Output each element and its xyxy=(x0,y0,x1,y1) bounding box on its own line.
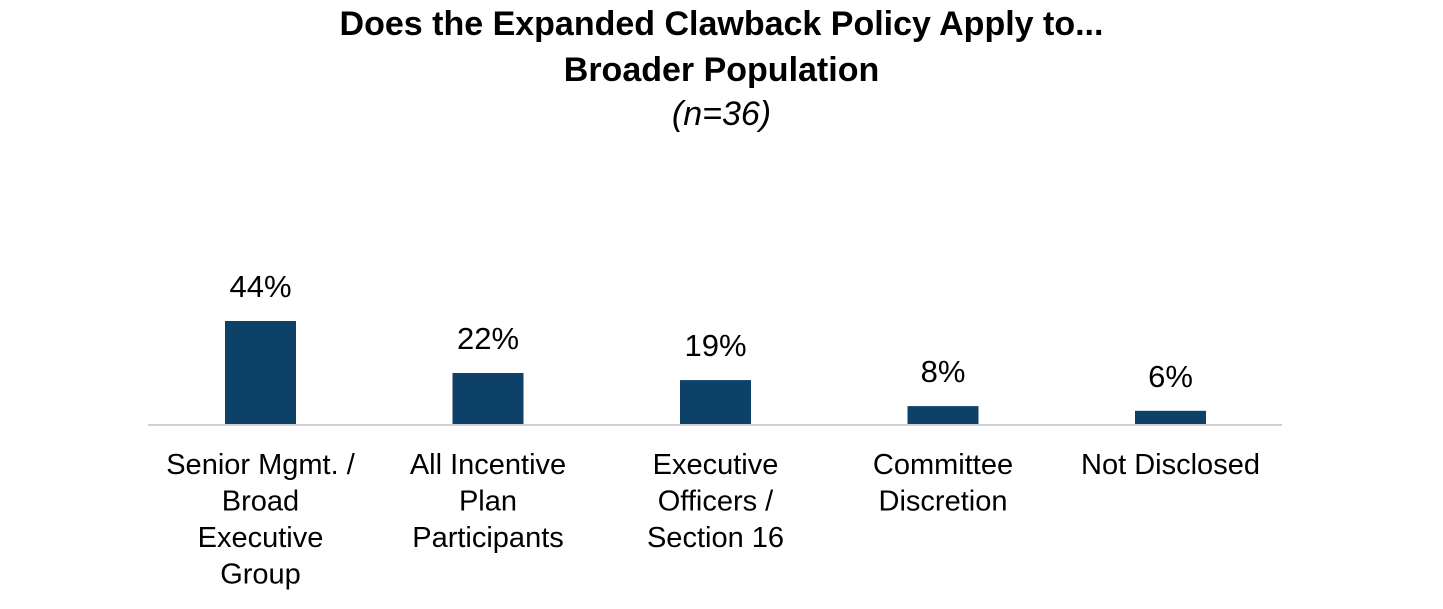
bar-0 xyxy=(225,321,296,425)
chart-subtitle: (n=36) xyxy=(671,95,772,133)
category-label-1-line-2: Participants xyxy=(412,522,564,554)
category-label-1-line-1: Plan xyxy=(459,486,517,518)
category-label-4: Not Disclosed xyxy=(1081,449,1260,481)
bar-3 xyxy=(907,406,979,425)
chart-title-line-2: Broader Population xyxy=(563,51,880,89)
category-label-3-line-0: Committee xyxy=(873,449,1013,481)
data-label-0: 44% xyxy=(229,269,291,304)
bar-4 xyxy=(1135,410,1206,425)
category-label-1: All Incentive Plan Participants xyxy=(410,449,566,554)
data-label-1: 22% xyxy=(457,321,519,356)
category-label-1-line-0: All Incentive xyxy=(410,449,566,481)
bar-1 xyxy=(452,373,524,425)
category-label-0-line-2: Executive xyxy=(198,522,324,554)
category-label-2-line-2: Section 16 xyxy=(647,522,784,554)
category-label-3-line-1: Discretion xyxy=(879,486,1008,518)
category-label-3: Committee Discretion xyxy=(873,449,1013,518)
bar-2 xyxy=(680,380,751,425)
category-label-4-line-0: Not Disclosed xyxy=(1081,449,1260,481)
chart-title-line-1: Does the Expanded Clawback Policy Apply … xyxy=(339,5,1104,43)
category-label-0-line-3: Group xyxy=(220,559,301,591)
bars-group xyxy=(225,321,1206,425)
data-label-3: 8% xyxy=(921,354,966,389)
category-label-2-line-0: Executive xyxy=(653,449,779,481)
category-label-0-line-0: Senior Mgmt. / xyxy=(166,449,355,481)
category-label-0-line-1: Broad xyxy=(222,486,299,518)
category-label-2: Executive Officers / Section 16 xyxy=(647,449,784,554)
category-label-0: Senior Mgmt. / Broad Executive Group xyxy=(166,449,355,591)
data-labels-group: 44% 22% 19% 8% 6% xyxy=(229,269,1192,394)
data-label-2: 19% xyxy=(684,328,746,363)
category-labels-group: Senior Mgmt. / Broad Executive Group All Inc… xyxy=(166,449,1260,591)
category-label-2-line-1: Officers / xyxy=(658,486,774,518)
data-label-4: 6% xyxy=(1148,359,1193,394)
